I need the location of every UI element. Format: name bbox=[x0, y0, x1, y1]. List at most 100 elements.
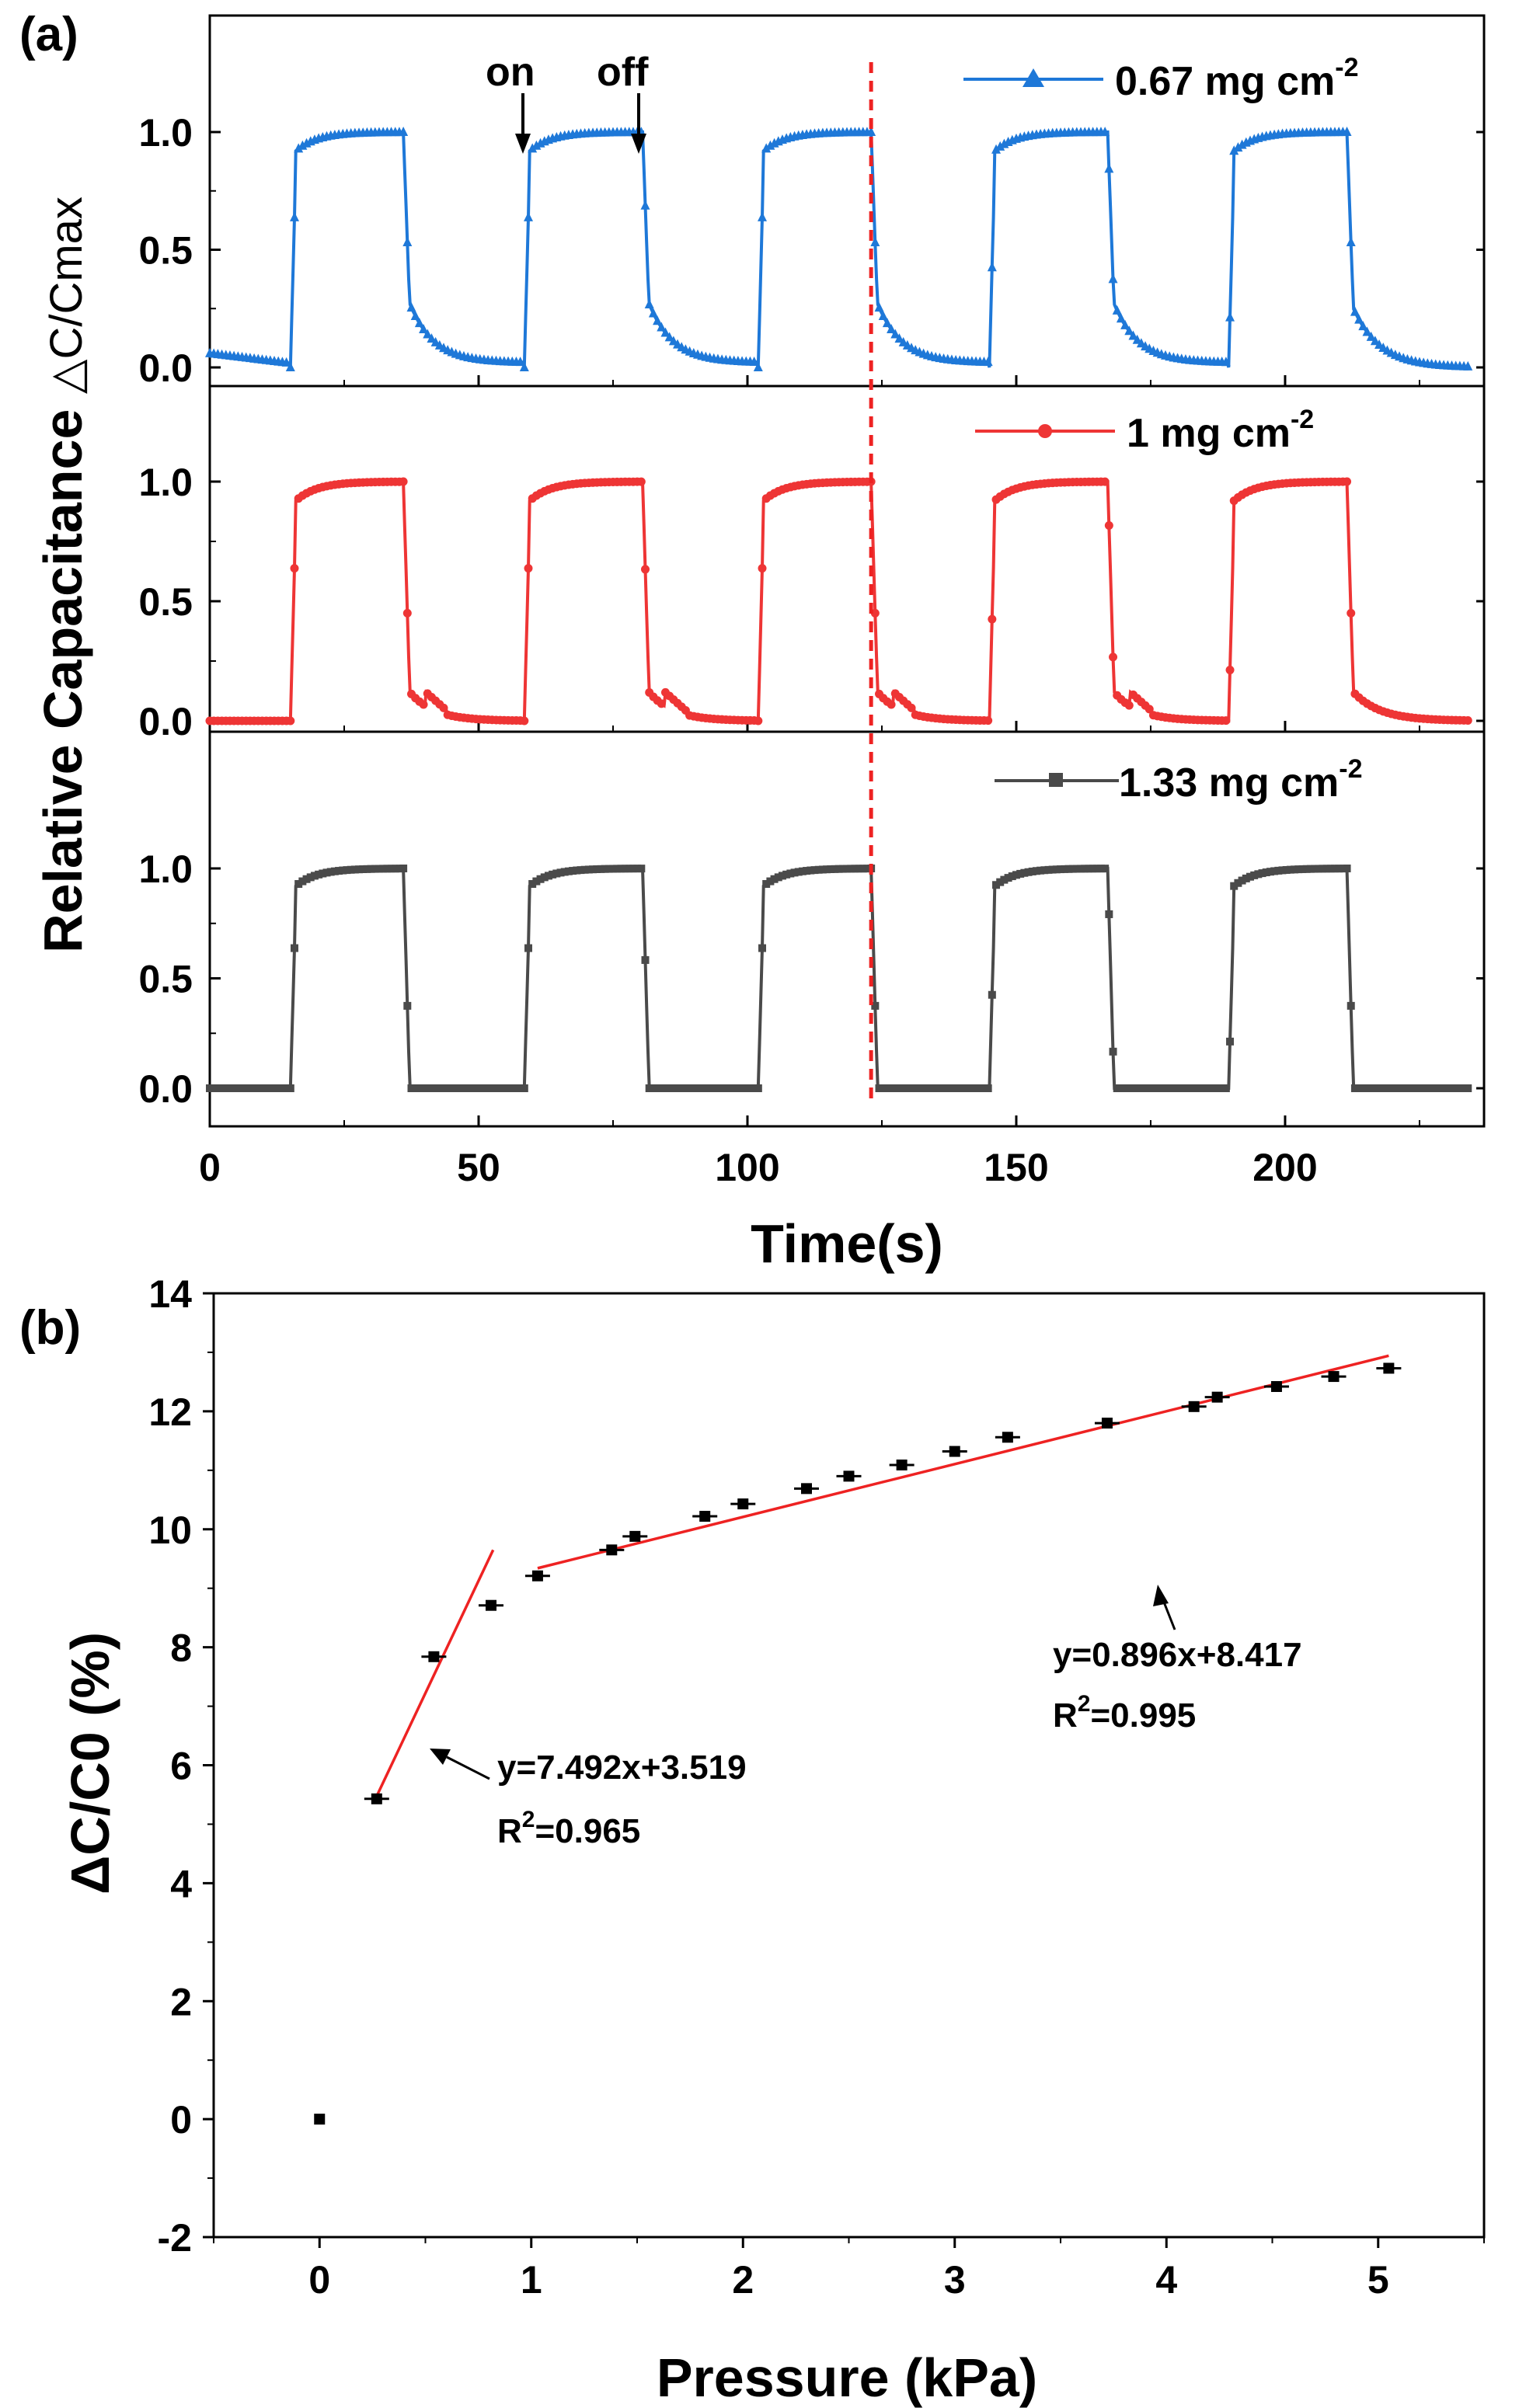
marker bbox=[1040, 866, 1049, 875]
marker bbox=[899, 1084, 908, 1092]
marker bbox=[399, 127, 409, 136]
marker bbox=[1124, 701, 1134, 710]
marker bbox=[1270, 867, 1279, 875]
marker bbox=[1282, 865, 1291, 874]
data-point bbox=[1263, 1380, 1289, 1392]
fit-1-r2-sup: 2 bbox=[522, 1807, 535, 1832]
marker bbox=[992, 881, 1001, 889]
data-point bbox=[889, 1459, 915, 1470]
marker bbox=[698, 1084, 706, 1092]
marker bbox=[285, 362, 295, 371]
marker bbox=[935, 1084, 944, 1092]
marker bbox=[1383, 1084, 1392, 1092]
svg-text:R2=0.995: R2=0.995 bbox=[1053, 1691, 1196, 1735]
marker bbox=[528, 879, 537, 888]
panel-a-label: (a) bbox=[19, 8, 78, 61]
marker bbox=[584, 865, 593, 874]
marker bbox=[790, 868, 799, 877]
fit-1-r2-value: =0.965 bbox=[535, 1812, 640, 1850]
marker bbox=[960, 1084, 968, 1092]
panel-b-xlabel: Pressure (kPa) bbox=[657, 2347, 1037, 2408]
marker bbox=[894, 333, 904, 343]
marker bbox=[1000, 875, 1009, 884]
marker bbox=[1096, 865, 1105, 873]
marker bbox=[1221, 357, 1231, 367]
ytick-label: 1.0 bbox=[138, 847, 193, 891]
marker bbox=[439, 703, 448, 712]
marker bbox=[991, 144, 1002, 154]
panel-a-series bbox=[205, 127, 1473, 1092]
marker bbox=[1149, 1084, 1158, 1092]
marker bbox=[1117, 1084, 1125, 1092]
marker bbox=[1221, 1084, 1230, 1092]
marker bbox=[987, 262, 997, 272]
marker bbox=[645, 1084, 653, 1092]
marker bbox=[528, 143, 538, 153]
marker bbox=[286, 1084, 294, 1092]
marker bbox=[604, 865, 613, 873]
marker bbox=[1347, 1001, 1355, 1010]
marker bbox=[524, 564, 533, 573]
marker bbox=[455, 1084, 464, 1092]
marker bbox=[1229, 145, 1239, 155]
marker bbox=[423, 1084, 432, 1092]
marker bbox=[1133, 1084, 1141, 1092]
marker bbox=[963, 1084, 972, 1092]
ytick-label: 10 bbox=[148, 1508, 192, 1552]
marker bbox=[1092, 865, 1101, 873]
marker bbox=[350, 865, 359, 874]
data-point bbox=[1204, 1391, 1230, 1403]
marker bbox=[1234, 879, 1242, 887]
marker bbox=[908, 1084, 916, 1092]
marker bbox=[580, 865, 589, 874]
fit-2-r2-sup: 2 bbox=[1078, 1691, 1091, 1717]
marker bbox=[270, 1084, 279, 1092]
marker bbox=[1448, 1084, 1456, 1092]
marker bbox=[637, 865, 646, 873]
data-point bbox=[730, 1498, 756, 1510]
marker bbox=[1343, 477, 1352, 486]
marker bbox=[403, 1001, 412, 1010]
marker bbox=[870, 237, 880, 247]
marker bbox=[927, 1084, 935, 1092]
fit-2-annotation: y=0.896x+8.417 R2=0.995 bbox=[1053, 1585, 1302, 1735]
marker bbox=[1052, 865, 1061, 874]
marker bbox=[218, 1084, 226, 1092]
marker bbox=[258, 1084, 267, 1092]
ytick-label: 1.0 bbox=[138, 461, 193, 504]
marker bbox=[798, 867, 807, 875]
data-point bbox=[364, 1793, 389, 1804]
marker bbox=[1238, 876, 1246, 885]
annotation-on: on bbox=[486, 50, 535, 95]
fit-1-annotation: y=7.492x+3.519 R2=0.965 bbox=[430, 1749, 747, 1850]
series-3 bbox=[206, 865, 1472, 1092]
annotation-off: off bbox=[597, 50, 649, 95]
marker bbox=[972, 1084, 981, 1092]
marker bbox=[1101, 865, 1110, 873]
fit-2-r2-value: =0.995 bbox=[1090, 1696, 1196, 1735]
marker bbox=[847, 865, 855, 873]
marker bbox=[597, 865, 605, 873]
marker bbox=[496, 1084, 504, 1092]
fit-1-equation: y=7.492x+3.519 bbox=[497, 1749, 747, 1787]
marker bbox=[1085, 865, 1093, 873]
marker bbox=[887, 323, 897, 333]
marker bbox=[1144, 705, 1154, 714]
marker bbox=[1350, 306, 1360, 316]
marker bbox=[500, 1084, 508, 1092]
panel-a-ylabel-sub: △C/Cmax bbox=[41, 197, 92, 394]
marker bbox=[492, 1084, 500, 1092]
marker bbox=[415, 1084, 423, 1092]
marker bbox=[250, 1084, 259, 1092]
marker bbox=[871, 1001, 880, 1010]
marker bbox=[1367, 1084, 1375, 1092]
marker bbox=[1197, 1084, 1206, 1092]
marker bbox=[1463, 715, 1472, 725]
marker bbox=[367, 865, 375, 873]
marker bbox=[281, 357, 291, 367]
data-point bbox=[1376, 1362, 1402, 1374]
marker bbox=[923, 1084, 932, 1092]
marker bbox=[1451, 1084, 1460, 1092]
marker bbox=[956, 1084, 964, 1092]
